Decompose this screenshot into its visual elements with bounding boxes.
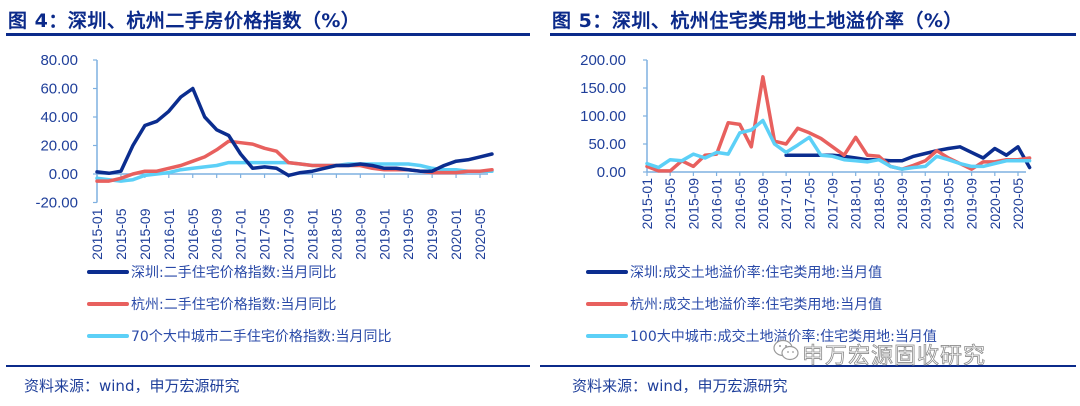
figure-5-title: 图 5：深圳、杭州住宅类用地土地溢价率（%）	[552, 10, 963, 32]
legend-swatch	[87, 302, 129, 306]
svg-text:2020-01: 2020-01	[987, 178, 1003, 230]
svg-text:2017-09: 2017-09	[281, 208, 297, 260]
legend-item-hangzhou-price: 杭州:二手住宅价格指数:当月同比	[87, 294, 336, 314]
svg-text:2016-05: 2016-05	[732, 178, 748, 230]
svg-text:40.00: 40.00	[40, 109, 78, 126]
svg-text:0.00: 0.00	[597, 164, 626, 181]
svg-text:60.00: 60.00	[40, 81, 78, 98]
svg-text:2017-05: 2017-05	[257, 208, 273, 260]
svg-text:2017-05: 2017-05	[801, 178, 817, 230]
svg-text:80.00: 80.00	[40, 52, 78, 69]
svg-text:2015-01: 2015-01	[639, 178, 655, 230]
watermark: 申万宏源固收研究	[802, 344, 987, 370]
legend-label: 深圳:成交土地溢价率:住宅类用地:当月值	[630, 265, 883, 281]
svg-text:2018-01: 2018-01	[848, 178, 864, 230]
figure-5-title-rule	[550, 33, 1076, 36]
legend-label: 深圳:二手住宅价格指数:当月同比	[131, 265, 337, 281]
svg-text:2019-01: 2019-01	[917, 178, 933, 230]
figure-4-bottom-rule	[6, 365, 530, 367]
svg-text:2019-09: 2019-09	[424, 208, 440, 260]
svg-text:50.00: 50.00	[588, 136, 626, 153]
legend-label: 杭州:二手住宅价格指数:当月同比	[131, 297, 337, 313]
svg-text:2018-01: 2018-01	[304, 208, 320, 260]
wechat-icon	[773, 339, 799, 361]
legend-item-70-cities-price: 70个大中城市二手住宅价格指数:当月同比	[87, 326, 392, 346]
svg-text:2015-09: 2015-09	[137, 208, 153, 260]
svg-text:2017-01: 2017-01	[778, 178, 794, 230]
svg-text:2016-05: 2016-05	[185, 208, 201, 260]
svg-text:2016-09: 2016-09	[755, 178, 771, 230]
legend-swatch	[586, 334, 628, 338]
svg-text:200.00: 200.00	[580, 52, 626, 69]
svg-text:2018-09: 2018-09	[352, 208, 368, 260]
figure-5-bottom-rule	[540, 365, 1076, 367]
figure-4-title-rule	[6, 33, 530, 36]
legend-label: 70个大中城市二手住宅价格指数:当月同比	[131, 329, 392, 345]
svg-text:2015-05: 2015-05	[662, 178, 678, 230]
legend-item-shenzhen-price: 深圳:二手住宅价格指数:当月同比	[87, 262, 336, 282]
svg-text:20.00: 20.00	[40, 138, 78, 155]
svg-text:2020-01: 2020-01	[448, 208, 464, 260]
svg-text:2015-01: 2015-01	[89, 208, 105, 260]
figure-5-source: 资料来源：wind，申万宏源研究	[572, 377, 788, 395]
svg-text:2015-09: 2015-09	[685, 178, 701, 230]
svg-text:2018-05: 2018-05	[328, 208, 344, 260]
svg-text:2020-05: 2020-05	[1010, 178, 1026, 230]
svg-text:2019-05: 2019-05	[400, 208, 416, 260]
figure-4-source: 资料来源：wind，申万宏源研究	[24, 377, 240, 395]
legend-item-shenzhen-land: 深圳:成交土地溢价率:住宅类用地:当月值	[586, 262, 882, 282]
svg-text:150.00: 150.00	[580, 80, 626, 97]
svg-text:2016-09: 2016-09	[209, 208, 225, 260]
legend-item-hangzhou-land: 杭州:成交土地溢价率:住宅类用地:当月值	[586, 294, 882, 314]
svg-text:2016-01: 2016-01	[709, 178, 725, 230]
legend-label: 杭州:成交土地溢价率:住宅类用地:当月值	[630, 297, 883, 313]
figure-5-panel: 图 5：深圳、杭州住宅类用地土地溢价率（%） 200.00 150.00 100.0…	[540, 0, 1080, 406]
svg-text:2019-09: 2019-09	[964, 178, 980, 230]
svg-text:2019-01: 2019-01	[376, 208, 392, 260]
legend-label: 100大中城市:成交土地溢价率:住宅类用地:当月值	[630, 329, 937, 345]
svg-text:-20.00: -20.00	[35, 195, 78, 212]
svg-text:2016-01: 2016-01	[161, 208, 177, 260]
svg-text:2020-05: 2020-05	[472, 208, 488, 260]
figure-4-title: 图 4：深圳、杭州二手房价格指数（%）	[8, 10, 361, 32]
svg-text:2018-09: 2018-09	[894, 178, 910, 230]
svg-text:2018-05: 2018-05	[871, 178, 887, 230]
legend-swatch	[87, 270, 129, 274]
figure-4-panel: 图 4：深圳、杭州二手房价格指数（%） 80.00 60.00 40.00 20.00…	[6, 10, 530, 395]
legend-swatch	[586, 302, 628, 306]
figure-4-chart: 80.00 60.00 40.00 20.00 0.00 -20.00 2015-01 201…	[35, 52, 494, 260]
svg-text:2017-01: 2017-01	[233, 208, 249, 260]
svg-text:2019-05: 2019-05	[940, 178, 956, 230]
legend-swatch	[586, 270, 628, 274]
svg-text:2017-09: 2017-09	[825, 178, 841, 230]
svg-text:100.00: 100.00	[580, 108, 626, 125]
legend-swatch	[87, 334, 129, 338]
figure-5-chart: 200.00 150.00 100.00 50.00 0.00 2015-01 2015-0…	[580, 52, 1032, 230]
svg-text:0.00: 0.00	[49, 166, 78, 183]
legend-item-100-cities-land: 100大中城市:成交土地溢价率:住宅类用地:当月值	[586, 326, 937, 346]
svg-text:2015-05: 2015-05	[113, 208, 129, 260]
